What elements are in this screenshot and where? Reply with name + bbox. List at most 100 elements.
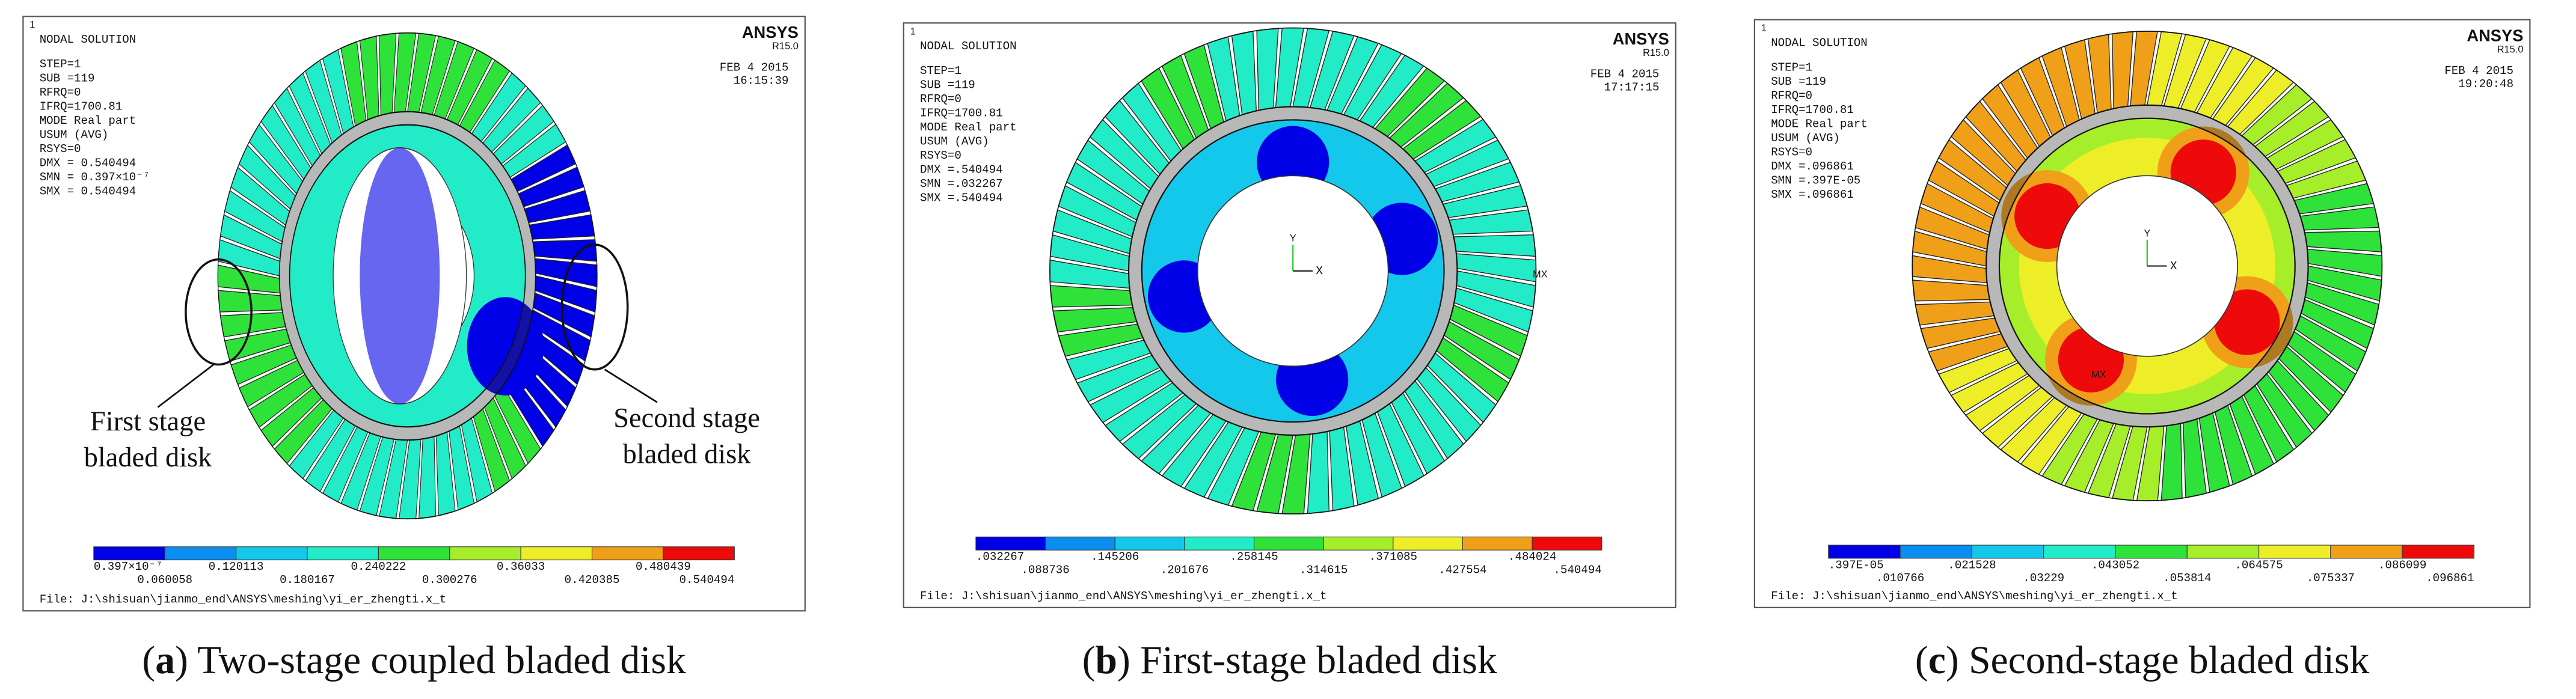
annotation: bladed disk [623,439,752,469]
version: R15.0 [772,41,799,52]
legend-swatch [1532,536,1602,551]
legend-label: 0.480439 [636,560,691,573]
rim [279,111,536,441]
legend-label: .086099 [2378,558,2426,572]
date: FEB 4 2015 [2444,64,2513,78]
legend-swatch [2186,545,2260,559]
rim-line [289,124,526,428]
legend-label: 0.060058 [137,573,192,587]
info-line: RFRQ=0 [1771,89,1812,102]
info-line: USUM (AVG) [40,128,109,141]
rim-line [1127,106,1458,436]
callout-circle [560,243,629,371]
legend-swatch [1323,536,1394,551]
info-line: IFRQ=1700.81 [40,100,123,113]
legend-label: .540494 [1554,563,1602,576]
time: 17:17:15 [1604,81,1660,94]
legend-label: .03229 [2023,572,2064,585]
info-line: USUM (AVG) [1771,132,1840,145]
caption: (c) Second-stage bladed disk [1915,639,2370,682]
info-line: SUB =119 [1771,75,1826,88]
bladed-disk [1049,27,1537,514]
brand: ANSYS [742,23,799,41]
info-line: SMX = 0.540494 [40,185,136,198]
info-line: DMX = 0.540494 [40,156,136,169]
legend-label: .371085 [1369,551,1417,564]
info-line: DMX =.540494 [920,163,1003,176]
legend-swatch [449,546,521,561]
info-line: NODAL SOLUTION [1771,36,1868,49]
caption: (b) First-stage bladed disk [1082,639,1497,682]
axis-y-label: Y [2144,228,2150,239]
legend-swatch [1393,536,1464,551]
bladed-disk [217,32,598,520]
caption-part: ) Second-stage bladed disk [1946,639,2370,682]
legend-swatch [1114,536,1185,551]
legend-label: 0.36033 [497,560,545,573]
legend-swatch [1971,545,2044,559]
info-line: STEP=1 [1771,61,1812,74]
legend-swatch [378,546,450,561]
caption: (a) Two-stage coupled bladed disk [142,639,686,682]
brand: ANSYS [1613,29,1669,48]
legend-label: 0.300276 [422,573,477,587]
legend-label: 0.240222 [351,560,406,573]
legend-label: .043052 [2091,558,2139,572]
axis-x-label: X [1316,264,1323,278]
info-line: MODE Real part [1771,117,1868,130]
info-line: IFRQ=1700.81 [920,106,1003,120]
legend-swatch [1828,545,1901,559]
legend-label: .427554 [1438,563,1486,576]
legend-label: 0.420385 [565,573,620,587]
file-path: File: J:\shisuan\jianmo_end\ANSYS\meshin… [920,590,1327,603]
legend-label: .145206 [1091,551,1139,564]
legend-swatch [236,546,308,561]
info-line: SUB =119 [920,78,975,91]
callout-line [157,364,215,408]
contour-blob [467,297,544,396]
rim-line [1141,119,1445,423]
info-line: RFRQ=0 [40,86,81,99]
info-line: SMN =.397E-05 [1771,174,1860,187]
legend-label: .314615 [1299,563,1348,576]
legend-label: 0.540494 [679,573,735,587]
axis-x-label: X [2170,260,2177,273]
legend-label: .075337 [2307,572,2355,585]
rim [1986,105,2308,427]
window-number: 1 [1761,23,1767,34]
date: FEB 4 2015 [1590,67,1660,81]
legend-swatch [307,546,379,561]
date: FEB 4 2015 [720,61,789,74]
legend-swatch [2330,545,2403,559]
file-path: File: J:\shisuan\jianmo_end\ANSYS\meshin… [40,593,447,606]
legend-label: .021528 [1948,558,1996,572]
legend-label: .032267 [976,551,1024,564]
legend-label: .096861 [2426,572,2474,585]
legend-label: 0.180167 [280,573,335,587]
max-marker: MX [2091,369,2106,380]
legend-swatch [2115,545,2188,559]
time: 16:15:39 [734,74,789,87]
rim-line [217,32,598,520]
rim-line [1912,31,2383,502]
legend-label: .088736 [1021,563,1069,576]
time: 19:20:48 [2458,78,2513,91]
legend-label: .397E-05 [1829,558,1884,572]
info-line: MODE Real part [920,121,1017,134]
info-line: SMN = 0.397×10⁻⁷ [40,171,150,184]
axis-y-label: Y [1290,233,1296,244]
legend-label: .201676 [1161,563,1209,576]
window-number: 1 [910,26,916,37]
legend-label: .010766 [1876,572,1924,585]
annotation: Second stage [613,403,760,433]
legend-swatch [164,546,237,561]
callout-line [604,368,658,403]
hub-shade [360,147,440,404]
file-path: File: J:\shisuan\jianmo_end\ANSYS\meshin… [1771,590,2178,603]
version: R15.0 [2497,44,2524,55]
contour-blob [2214,289,2280,355]
info-line: USUM (AVG) [920,135,989,148]
legend-swatch [1253,536,1324,551]
